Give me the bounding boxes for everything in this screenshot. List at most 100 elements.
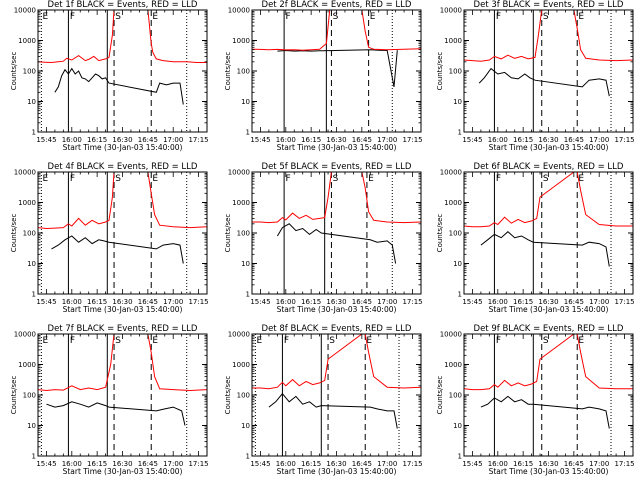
x-tick-label: 16:00 [488, 460, 508, 468]
y-axis-label: Counts/sec [436, 376, 444, 415]
x-tick-label: 17:15 [614, 460, 634, 468]
x-tick-label: 16:15 [87, 136, 107, 144]
x-tick-label: 16:45 [138, 460, 158, 468]
lld-series-line [38, 10, 207, 64]
y-tick-label: 10 [453, 260, 462, 268]
event-marker-label: F [496, 336, 501, 346]
event-marker-label: E [152, 336, 158, 346]
events-series-line [46, 401, 186, 426]
event-marker-label: S [329, 336, 335, 346]
events-series-line [480, 395, 610, 429]
lld-series-line [464, 172, 633, 228]
y-tick-label: 100 [23, 68, 36, 76]
y-tick-label: 10 [453, 98, 462, 106]
y-axis-label: Counts/sec [10, 376, 18, 415]
x-axis-label: Start Time (30-Jan-03 15:40:00) [277, 143, 397, 152]
x-tick-label: 15:45 [250, 298, 270, 306]
y-tick-label: 1000 [18, 37, 36, 45]
x-tick-label: 16:30 [112, 298, 132, 306]
lld-series-line [252, 172, 421, 224]
x-tick-label: 16:15 [513, 298, 533, 306]
event-marker-label: E [370, 12, 376, 22]
x-tick-label: 16:30 [326, 298, 346, 306]
y-tick-label: 10 [27, 98, 36, 106]
y-tick-label: 10000 [14, 169, 36, 177]
event-marker-label: E [152, 12, 158, 22]
y-tick-label: 1000 [444, 37, 462, 45]
x-tick-label: 16:30 [538, 460, 558, 468]
x-tick-label: 16:15 [301, 298, 321, 306]
x-tick-label: 16:00 [276, 136, 296, 144]
x-axis-label: Start Time (30-Jan-03 15:40:00) [489, 143, 609, 152]
x-tick-label: 16:15 [301, 136, 321, 144]
y-tick-label: 1000 [18, 199, 36, 207]
x-axis-label: Start Time (30-Jan-03 15:40:00) [63, 467, 183, 476]
event-marker-label: S [115, 174, 121, 184]
x-tick-label: 16:00 [62, 460, 82, 468]
y-axis-label: Counts/sec [224, 376, 232, 415]
event-marker-label: S [543, 336, 549, 346]
event-marker-label: S [543, 174, 549, 184]
x-tick-label: 17:15 [402, 136, 422, 144]
panel-title: Det 8f BLACK = Events, RED = LLD [262, 324, 412, 334]
detector-panel: Det 1f BLACK = Events, RED = LLD E F S E 1 10 1… [10, 0, 209, 152]
plot-frame [37, 333, 208, 457]
event-marker-label: E [43, 12, 49, 22]
y-tick-label: 10000 [440, 331, 462, 339]
y-tick-label: 10 [241, 260, 250, 268]
x-tick-label: 17:00 [377, 136, 397, 144]
event-marker-label: E [578, 12, 584, 22]
event-marker-label: S [115, 336, 121, 346]
event-marker-label: E [368, 174, 374, 184]
x-tick-label: 15:45 [36, 298, 56, 306]
x-tick-label: 17:00 [589, 298, 609, 306]
x-tick-label: 15:45 [250, 136, 270, 144]
y-tick-label: 1 [246, 291, 250, 299]
detector-panel: Det 5f BLACK = Events, RED = LLD F S E 1 10 10… [224, 162, 423, 314]
events-series-line [478, 67, 610, 97]
event-marker-label: F [70, 12, 75, 22]
events-series-line [54, 67, 184, 105]
lld-series-line [252, 10, 421, 51]
detector-panel: Det 4f BLACK = Events, RED = LLD E F S E 1 10 1… [10, 162, 209, 314]
panel-title: Det 2f BLACK = Events, RED = LLD [262, 0, 412, 10]
y-tick-label: 1000 [444, 361, 462, 369]
y-tick-label: 100 [449, 392, 462, 400]
events-series-line [276, 223, 397, 264]
y-tick-label: 10 [453, 422, 462, 430]
events-series-line [51, 235, 184, 264]
x-tick-label: 17:00 [589, 136, 609, 144]
y-tick-label: 10000 [440, 7, 462, 15]
plot-frame [37, 171, 208, 295]
x-tick-label: 15:45 [462, 136, 482, 144]
x-tick-label: 17:15 [402, 298, 422, 306]
x-tick-label: 16:45 [352, 136, 372, 144]
events-series-line [277, 49, 398, 87]
lld-series-line [464, 10, 633, 62]
y-tick-label: 10 [27, 422, 36, 430]
x-tick-label: 16:15 [87, 298, 107, 306]
x-tick-label: 15:45 [462, 298, 482, 306]
x-tick-label: 16:30 [112, 136, 132, 144]
y-tick-label: 10 [27, 260, 36, 268]
x-tick-label: 16:30 [538, 298, 558, 306]
panel-title: Det 3f BLACK = Events, RED = LLD [474, 0, 624, 10]
panel-title: Det 6f BLACK = Events, RED = LLD [474, 162, 624, 172]
x-tick-label: 17:00 [163, 460, 183, 468]
lld-series-line [252, 334, 421, 390]
y-tick-label: 1 [32, 291, 36, 299]
panel-title: Det 7f BLACK = Events, RED = LLD [48, 324, 198, 334]
y-axis-label: Counts/sec [10, 214, 18, 253]
x-tick-label: 16:00 [276, 460, 296, 468]
x-tick-label: 17:15 [188, 298, 208, 306]
x-tick-label: 15:45 [250, 460, 270, 468]
x-tick-label: 16:15 [301, 460, 321, 468]
x-tick-label: 16:30 [538, 136, 558, 144]
y-tick-label: 10000 [228, 331, 250, 339]
event-marker-label: F [286, 174, 291, 184]
event-marker-label: F [496, 12, 501, 22]
event-marker-label: E [366, 336, 372, 346]
y-tick-label: 1 [32, 129, 36, 137]
y-tick-label: 1 [246, 453, 250, 461]
